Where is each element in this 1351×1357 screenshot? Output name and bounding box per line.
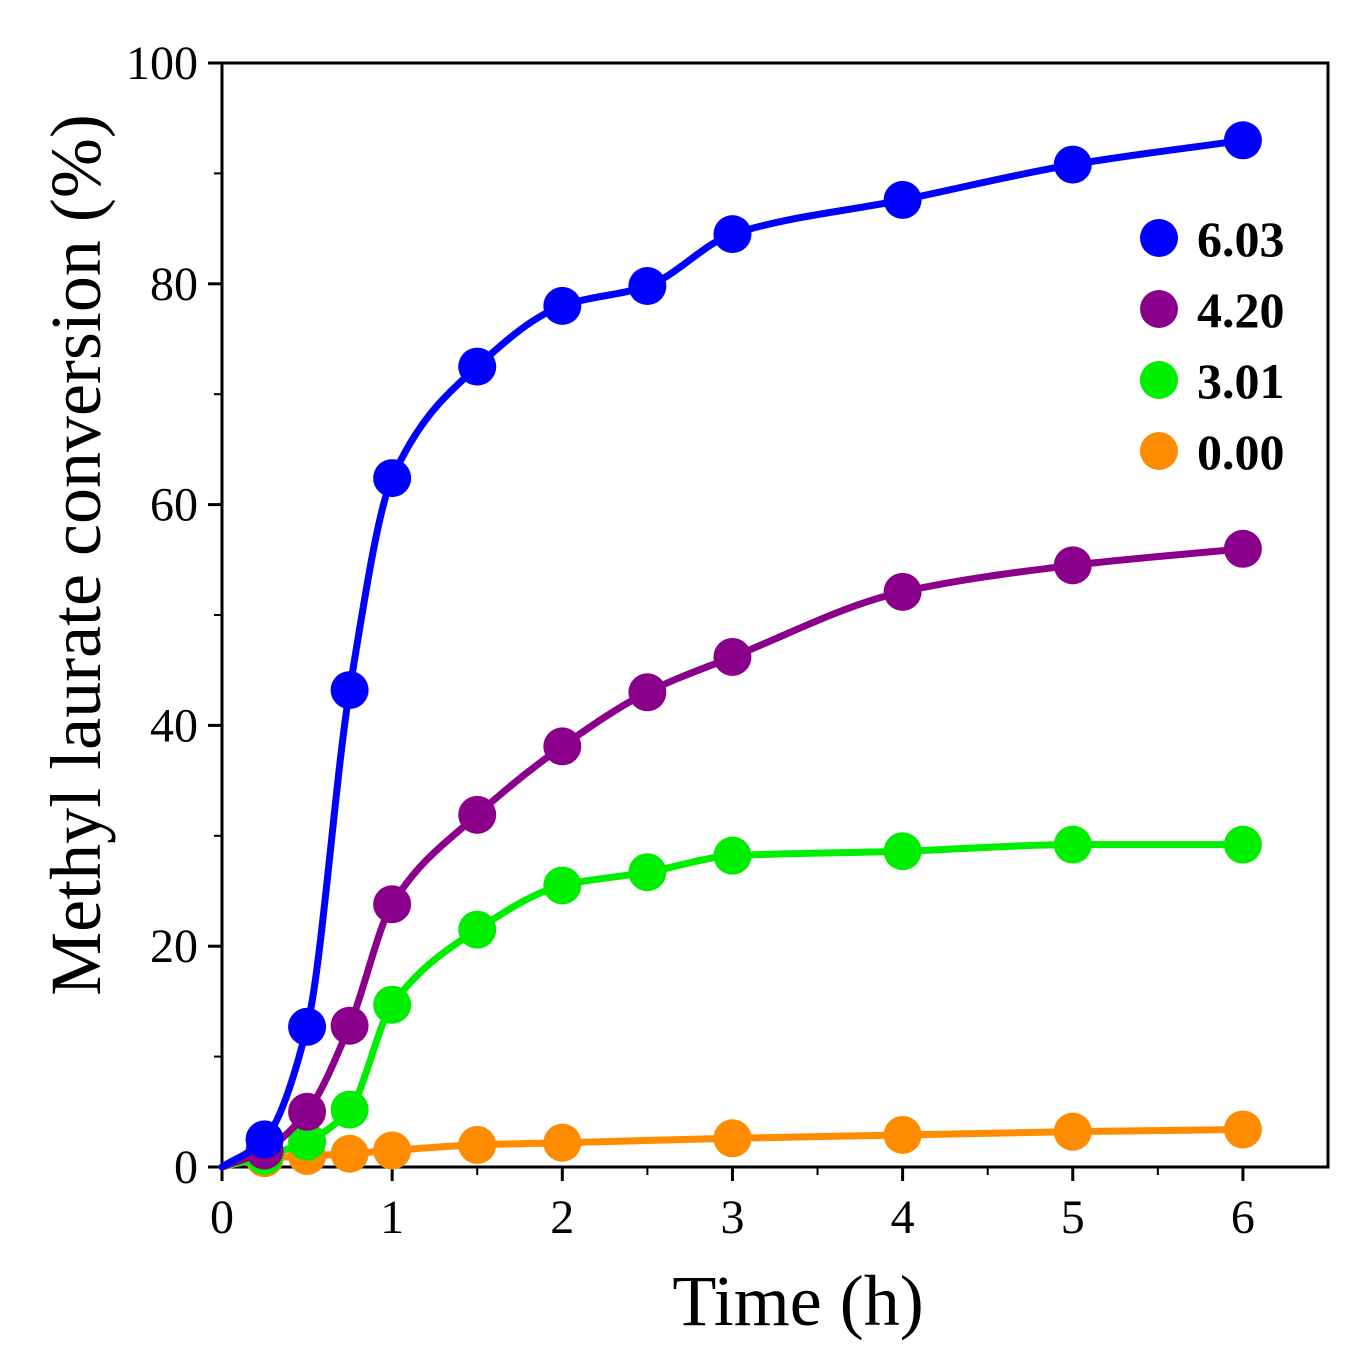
- legend-marker: [1140, 361, 1178, 399]
- data-point: [288, 1092, 327, 1131]
- data-point: [373, 459, 412, 498]
- series-line: [218, 136, 1247, 1171]
- x-tick-label: 0: [210, 1191, 234, 1244]
- data-point: [883, 1115, 922, 1154]
- legend-label: 0.00: [1197, 424, 1285, 480]
- data-point: [330, 671, 369, 710]
- y-tick-label: 0: [174, 1141, 198, 1194]
- legend-item: 6.03: [1140, 211, 1285, 267]
- data-point: [373, 985, 412, 1024]
- data-point: [713, 1119, 752, 1158]
- legend-item: 0.00: [1140, 424, 1285, 480]
- data-point: [713, 836, 752, 875]
- data-point: [288, 1122, 327, 1161]
- data-point: [373, 1131, 412, 1170]
- x-axis-title: Time (h): [672, 1261, 923, 1341]
- data-point: [628, 673, 667, 712]
- y-tick-label: 100: [126, 37, 198, 90]
- y-tick-label: 20: [150, 920, 198, 973]
- y-axis-title: Methyl laurate conversion (%): [36, 114, 116, 996]
- data-point: [1223, 529, 1262, 568]
- data-point: [543, 286, 582, 325]
- data-point: [713, 637, 752, 676]
- data-point: [543, 866, 582, 905]
- data-point: [883, 832, 922, 871]
- x-tick-label: 1: [380, 1191, 404, 1244]
- data-point: [543, 727, 582, 766]
- data-point: [713, 215, 752, 254]
- y-tick-label: 80: [150, 258, 198, 311]
- data-point: [330, 1090, 369, 1129]
- data-point: [883, 180, 922, 219]
- legend-item: 4.20: [1140, 282, 1285, 338]
- data-point: [458, 1125, 497, 1164]
- data-point: [883, 572, 922, 611]
- data-point: [543, 1123, 582, 1162]
- data-point: [1053, 546, 1092, 585]
- legend-marker: [1140, 432, 1178, 470]
- legend-marker: [1140, 219, 1178, 257]
- legend-label: 3.01: [1197, 353, 1285, 409]
- x-tick-label: 5: [1061, 1191, 1085, 1244]
- x-tick-label: 4: [891, 1191, 915, 1244]
- data-point: [1053, 145, 1092, 184]
- data-point: [1223, 825, 1262, 864]
- legend-label: 4.20: [1197, 282, 1285, 338]
- data-point: [330, 1006, 369, 1045]
- legend-item: 3.01: [1140, 353, 1285, 409]
- data-point: [288, 1007, 327, 1046]
- legend-label: 6.03: [1197, 211, 1285, 267]
- data-point: [373, 885, 412, 924]
- legend-marker: [1140, 290, 1178, 328]
- data-point: [1053, 825, 1092, 864]
- data-point: [458, 795, 497, 834]
- data-point: [245, 1120, 284, 1159]
- y-tick-label: 60: [150, 479, 198, 532]
- data-point: [628, 267, 667, 306]
- data-point: [1223, 1110, 1262, 1149]
- data-point: [458, 347, 497, 386]
- data-point: [330, 1134, 369, 1173]
- data-point: [628, 853, 667, 892]
- x-tick-label: 3: [720, 1191, 744, 1244]
- data-point: [1053, 1112, 1092, 1151]
- x-tick-label: 6: [1231, 1191, 1255, 1244]
- y-tick-label: 40: [150, 699, 198, 752]
- x-tick-label: 2: [550, 1191, 574, 1244]
- data-point: [1223, 121, 1262, 160]
- data-point: [458, 910, 497, 949]
- series-6.03: [218, 121, 1262, 1171]
